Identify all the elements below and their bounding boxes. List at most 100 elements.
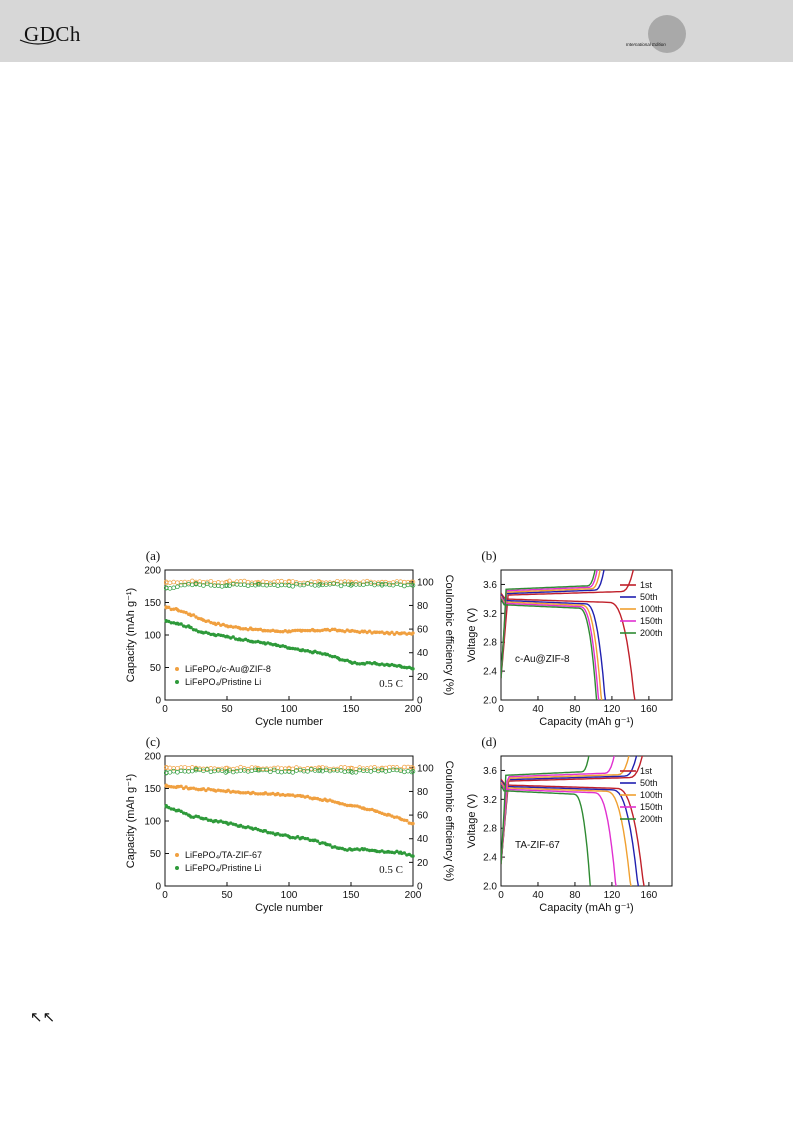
y-tick-label: 0 — [155, 696, 161, 707]
capacity-point — [206, 818, 211, 822]
efficiency-data-point — [193, 767, 199, 773]
efficiency-data-point — [163, 585, 169, 590]
efficiency-point — [175, 770, 180, 775]
y2-tick-label: 0 — [417, 882, 423, 893]
charge-curve-150th — [501, 570, 598, 679]
efficiency-point — [204, 581, 210, 587]
gdch-logo-swoosh — [19, 39, 57, 45]
efficiency-point — [175, 580, 180, 585]
capacity-data-point — [349, 803, 353, 808]
capacity-point — [258, 627, 263, 631]
y-tick-label: 150 — [144, 598, 161, 609]
capacity-point — [345, 803, 349, 808]
y-tick-label: 150 — [144, 784, 161, 795]
capacity-data-point — [188, 612, 192, 616]
capacity-data-point — [361, 847, 366, 852]
capacity-data-point — [336, 628, 341, 633]
capacity-data-point — [262, 829, 266, 833]
efficiency-point — [190, 578, 195, 584]
capacity-point — [320, 652, 325, 656]
panel-a: (a)0 50 100 150 200050100150200020406080100C… — [125, 548, 455, 728]
y-tick-label: 3.6 — [483, 580, 497, 591]
efficiency-point — [167, 580, 173, 586]
x-tick-label: 40 — [532, 890, 544, 901]
efficiency-point — [402, 769, 407, 775]
legend-label: LiFePO₄/TA-ZIF-67 — [185, 850, 262, 860]
discharge-curve-1st — [501, 778, 645, 886]
capacity-data-point — [312, 650, 316, 654]
charge-curve-1st — [501, 570, 635, 679]
capacity-point — [219, 789, 223, 793]
capacity-data-point — [237, 790, 242, 795]
capacity-point — [169, 807, 173, 811]
efficiency-data-point — [348, 579, 354, 585]
series-0 — [164, 783, 415, 826]
capacity-data-point — [287, 629, 291, 633]
efficiency-point — [208, 582, 214, 588]
capacity-point — [402, 851, 407, 855]
y2-tick-label: 100 — [417, 763, 434, 774]
capacity-point — [181, 786, 186, 791]
efficiency-point — [223, 770, 229, 775]
efficiency-point — [390, 582, 396, 588]
discharge-curve-100th — [501, 595, 603, 700]
efficiency-point — [212, 583, 217, 588]
capacity-data-point — [386, 812, 390, 817]
efficiency-point — [394, 765, 400, 770]
y2-axis-label: Coulombic efficiency (%) — [443, 761, 455, 882]
capacity-point — [370, 848, 374, 853]
efficiency-data-point — [193, 581, 199, 587]
y2-tick-label: 20 — [417, 858, 429, 869]
capacity-point — [243, 637, 248, 641]
capacity-point — [343, 629, 347, 634]
capacity-data-point — [188, 814, 192, 818]
panel-label: (b) — [481, 548, 496, 563]
capacity-data-point — [312, 628, 316, 633]
capacity-data-point — [250, 826, 254, 830]
y-tick-label: 3.2 — [483, 609, 497, 620]
capacity-data-point — [250, 791, 254, 795]
capacity-point — [405, 818, 409, 823]
efficiency-point — [338, 579, 344, 585]
efficiency-data-point — [379, 765, 385, 771]
journal-header: GDCh International Edition — [0, 0, 793, 62]
efficiency-point — [268, 769, 273, 775]
discharge-curve-100th — [501, 781, 632, 886]
capacity-point — [407, 852, 411, 857]
y-tick-label: 100 — [144, 631, 161, 642]
capacity-point — [293, 647, 297, 651]
charge-curve-100th — [501, 756, 630, 865]
capacity-point — [353, 847, 357, 851]
efficiency-point — [167, 765, 173, 771]
legend-marker — [175, 680, 179, 684]
x-tick-label: 80 — [569, 704, 581, 715]
capacity-point — [353, 629, 357, 633]
capacity-data-point — [188, 625, 192, 629]
capacity-point — [367, 629, 372, 633]
capacity-data-point — [336, 846, 341, 850]
capacity-point — [184, 785, 188, 789]
y2-tick-label: 80 — [417, 787, 429, 798]
discharge-curve-50th — [501, 594, 607, 700]
y-axis-label: Capacity (mAh g⁻¹) — [125, 588, 137, 682]
efficiency-point — [335, 581, 340, 587]
capacity-data-point — [349, 660, 353, 664]
efficiency-point — [175, 584, 180, 590]
capacity-data-point — [164, 619, 168, 623]
panel-label: (a) — [146, 548, 160, 563]
back-to-top-link[interactable]: ↖↖ — [30, 1008, 55, 1026]
capacity-point — [355, 661, 359, 666]
capacity-point — [295, 628, 300, 632]
efficiency-data-point — [286, 769, 292, 774]
efficiency-point — [290, 579, 295, 584]
y-tick-label: 2.0 — [483, 696, 497, 707]
efficiency-data-point — [255, 767, 261, 773]
capacity-point — [196, 787, 201, 792]
efficiency-data-point — [163, 770, 169, 775]
capacity-point — [278, 629, 283, 634]
capacity-data-point — [200, 787, 204, 791]
charge-curve-50th — [501, 756, 638, 865]
capacity-point — [196, 814, 201, 819]
efficiency-point — [242, 582, 247, 587]
efficiency-point — [372, 764, 377, 770]
